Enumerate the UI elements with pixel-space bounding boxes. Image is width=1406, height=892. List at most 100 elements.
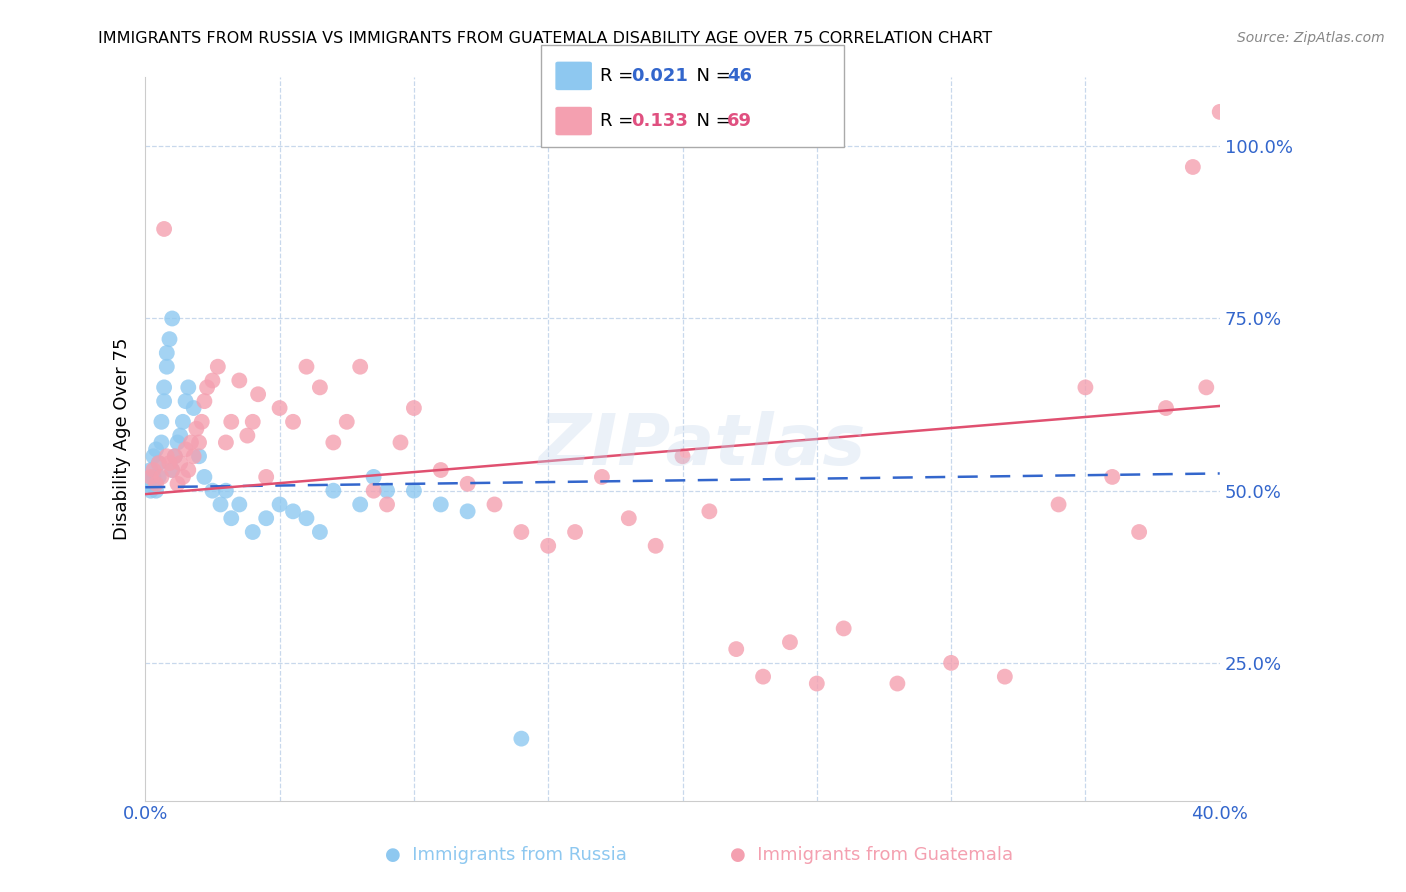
Point xyxy=(1181,160,1204,174)
Point xyxy=(389,435,412,450)
Text: R =: R = xyxy=(600,112,640,130)
Point xyxy=(150,470,173,484)
Point xyxy=(832,622,855,636)
Point xyxy=(236,428,259,442)
Point xyxy=(145,442,167,457)
Point xyxy=(193,394,215,409)
Point xyxy=(375,483,398,498)
Point xyxy=(219,415,242,429)
Point xyxy=(336,415,359,429)
Point xyxy=(156,449,179,463)
Point xyxy=(1101,470,1123,484)
Point xyxy=(349,359,371,374)
Point xyxy=(163,449,186,463)
Point xyxy=(309,524,332,539)
Point xyxy=(193,470,215,484)
Point xyxy=(145,483,167,498)
Text: ●  Immigrants from Russia: ● Immigrants from Russia xyxy=(385,846,627,863)
Point xyxy=(1209,104,1232,119)
Point xyxy=(806,676,828,690)
Point xyxy=(150,415,173,429)
Point xyxy=(160,463,183,477)
Point xyxy=(190,415,212,429)
Point xyxy=(349,498,371,512)
Point xyxy=(195,380,218,394)
Point xyxy=(139,463,162,477)
Point xyxy=(644,539,666,553)
Point xyxy=(174,442,197,457)
Point xyxy=(186,422,208,436)
Point xyxy=(591,470,613,484)
Text: N =: N = xyxy=(685,112,737,130)
Point xyxy=(242,415,264,429)
Point xyxy=(153,394,176,409)
Point xyxy=(375,498,398,512)
Point xyxy=(457,476,479,491)
Text: 69: 69 xyxy=(727,112,752,130)
Point xyxy=(183,449,205,463)
Point xyxy=(295,511,318,525)
Text: IMMIGRANTS FROM RUSSIA VS IMMIGRANTS FROM GUATEMALA DISABILITY AGE OVER 75 CORRE: IMMIGRANTS FROM RUSSIA VS IMMIGRANTS FRO… xyxy=(98,31,993,46)
Point xyxy=(150,435,173,450)
Point xyxy=(228,374,250,388)
Point xyxy=(215,483,238,498)
Point xyxy=(322,435,344,450)
Point xyxy=(160,463,183,477)
Point xyxy=(159,456,181,470)
Point xyxy=(215,435,238,450)
Point xyxy=(148,470,170,484)
Point xyxy=(281,415,304,429)
Text: Source: ZipAtlas.com: Source: ZipAtlas.com xyxy=(1237,31,1385,45)
Point xyxy=(402,483,425,498)
Point xyxy=(139,483,162,498)
Point xyxy=(295,359,318,374)
Text: 46: 46 xyxy=(727,67,752,85)
Point xyxy=(142,463,165,477)
Point xyxy=(153,222,176,236)
Point xyxy=(166,435,188,450)
Point xyxy=(153,380,176,394)
Point xyxy=(671,449,693,463)
Point xyxy=(564,524,586,539)
Point xyxy=(163,449,186,463)
Point xyxy=(188,435,211,450)
Point xyxy=(457,504,479,518)
Text: ZIPatlas: ZIPatlas xyxy=(540,411,866,481)
Point xyxy=(994,670,1017,684)
Point xyxy=(172,470,194,484)
Point xyxy=(142,470,165,484)
Text: 0.133: 0.133 xyxy=(631,112,688,130)
Point xyxy=(142,449,165,463)
Text: ●  Immigrants from Guatemala: ● Immigrants from Guatemala xyxy=(730,846,1014,863)
Point xyxy=(429,498,451,512)
Point xyxy=(136,476,159,491)
Point xyxy=(139,470,162,484)
Point xyxy=(322,483,344,498)
Point xyxy=(159,332,181,346)
Point xyxy=(269,498,291,512)
Point xyxy=(281,504,304,518)
Point xyxy=(183,401,205,415)
Point xyxy=(1154,401,1177,415)
Point xyxy=(219,511,242,525)
Point xyxy=(510,731,533,746)
Point xyxy=(537,539,560,553)
Point xyxy=(939,656,962,670)
Text: N =: N = xyxy=(685,67,737,85)
Point xyxy=(177,463,200,477)
Point xyxy=(699,504,721,518)
Point xyxy=(510,524,533,539)
Point xyxy=(363,470,385,484)
Point xyxy=(156,359,179,374)
Point xyxy=(363,483,385,498)
Point xyxy=(148,456,170,470)
Point xyxy=(429,463,451,477)
Point xyxy=(752,670,775,684)
Point xyxy=(1047,498,1070,512)
Point xyxy=(402,401,425,415)
Point xyxy=(148,456,170,470)
Point xyxy=(172,415,194,429)
Point xyxy=(169,428,191,442)
Point xyxy=(207,359,229,374)
Point xyxy=(247,387,270,401)
